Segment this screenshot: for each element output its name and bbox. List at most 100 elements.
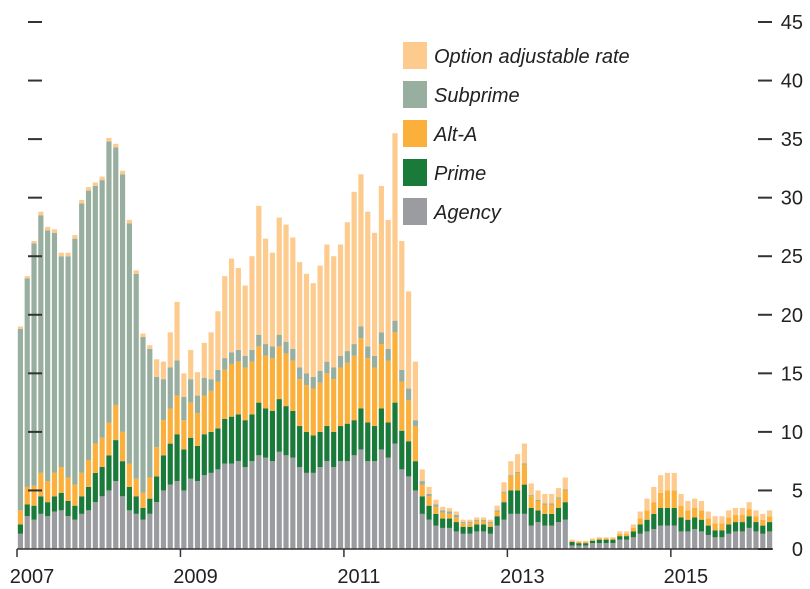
bar-segment-alt-a [549,504,555,514]
bar-segment-subprime [174,360,180,396]
bar-segment-subprime [269,346,275,359]
bar-segment-prime [664,508,671,526]
bar-segment-subprime [549,503,555,505]
bar-segment-agency [467,533,473,549]
bar-segment-alt-a [215,381,221,429]
bar-segment-prime [344,423,350,462]
bar-segment-agency [351,455,357,549]
bar-segment-option-adjustable-rate [705,511,711,519]
bar-segment-alt-a [467,523,473,527]
bar-segment-subprime [419,481,425,485]
bar-segment-alt-a [685,510,691,520]
bar-segment-alt-a [51,472,58,497]
bar-segment-prime [692,517,698,530]
bar-segment-prime [521,484,527,514]
bar-segment-alt-a [412,426,419,462]
bar-segment-option-adjustable-rate [242,285,248,356]
bar-segment-option-adjustable-rate [623,531,630,534]
bar-segment-agency [658,525,664,549]
x-tick-label: 2009 [173,566,218,588]
bar-segment-option-adjustable-rate [535,490,541,500]
bar-segment-subprime [297,367,303,380]
bar-segment-agency [692,529,698,549]
bar-segment-alt-a [167,408,173,444]
bar-segment-option-adjustable-rate [126,219,132,224]
bar-segment-alt-a [746,509,752,517]
bar-segment-alt-a [324,373,330,427]
bar-segment-subprime [65,256,71,478]
bar-segment-agency [399,469,405,549]
bar-segment-subprime [58,256,64,468]
bar-segment-agency [487,533,493,549]
bar-segment-option-adjustable-rate [630,524,636,528]
bar-segment-option-adjustable-rate [45,226,51,231]
bar-segment-agency [235,461,241,549]
bar-segment-subprime [562,489,568,491]
bar-segment-agency [140,519,146,549]
bar-segment-agency [644,531,650,549]
bar-segment-agency [753,531,759,549]
bar-segment-prime [542,513,548,526]
bar-segment-subprime [528,495,534,497]
bar-segment-prime [406,441,412,477]
bar-segment-alt-a [732,515,739,523]
bar-segment-prime [583,543,589,546]
bar-segment-option-adjustable-rate [72,235,78,239]
bar-segment-prime [58,492,64,511]
bar-segment-option-adjustable-rate [154,359,160,377]
bar-segment-alt-a [603,538,609,540]
bar-segment-prime [106,455,112,491]
bar-segment-option-adjustable-rate [269,252,275,347]
bar-segment-subprime [215,369,221,382]
bar-segment-alt-a [767,516,773,523]
bar-segment-agency [45,516,51,549]
bar-segment-alt-a [58,467,64,493]
bar-segment-alt-a [222,369,228,420]
bar-segment-alt-a [249,361,255,415]
bar-segment-option-adjustable-rate [664,472,671,491]
bar-segment-prime [188,437,194,479]
bar-segment-agency [154,502,160,549]
bar-segment-subprime [480,519,487,521]
bar-segment-option-adjustable-rate [344,222,350,352]
bar-segment-agency [365,461,371,549]
bar-segment-prime [385,422,391,458]
bar-segment-option-adjustable-rate [85,187,92,191]
bar-segment-option-adjustable-rate [358,174,364,327]
bar-segment-subprime [310,376,316,389]
y-tick-label: 40 [781,71,803,93]
bar-segment-subprime [119,174,126,432]
bar-segment-subprime [331,367,337,380]
bar-segment-option-adjustable-rate [17,326,23,329]
bar-segment-alt-a [419,484,425,497]
bar-segment-agency [610,543,616,549]
bar-segment-agency [331,467,337,549]
bar-segment-prime [651,513,657,530]
bar-segment-option-adjustable-rate [113,143,119,148]
bar-segment-agency [589,543,596,549]
bar-segment-option-adjustable-rate [446,508,453,512]
bar-segment-agency [460,533,466,549]
bar-segment-alt-a [515,472,521,491]
bar-segment-subprime [392,320,398,333]
bar-segment-option-adjustable-rate [487,519,493,523]
bar-segment-option-adjustable-rate [222,276,228,359]
bar-segment-subprime [263,344,269,356]
bar-segment-prime [154,476,160,503]
bar-segment-agency [732,531,739,549]
bar-segment-alt-a [79,472,85,497]
bar-segment-prime [467,526,473,534]
bar-segment-subprime [38,215,44,473]
bar-segment-alt-a [630,527,636,532]
bar-segment-option-adjustable-rate [297,262,303,368]
bar-segment-prime [515,490,521,514]
bar-segment-agency [698,531,705,549]
bar-segment-prime [167,443,173,485]
bar-segment-agency [392,443,398,549]
bar-segment-alt-a [263,355,269,409]
bar-segment-prime [126,486,132,511]
bar-segment-alt-a [440,512,446,519]
bar-segment-option-adjustable-rate [194,372,201,396]
bar-segment-alt-a [739,515,745,523]
bar-segment-alt-a [208,390,214,432]
